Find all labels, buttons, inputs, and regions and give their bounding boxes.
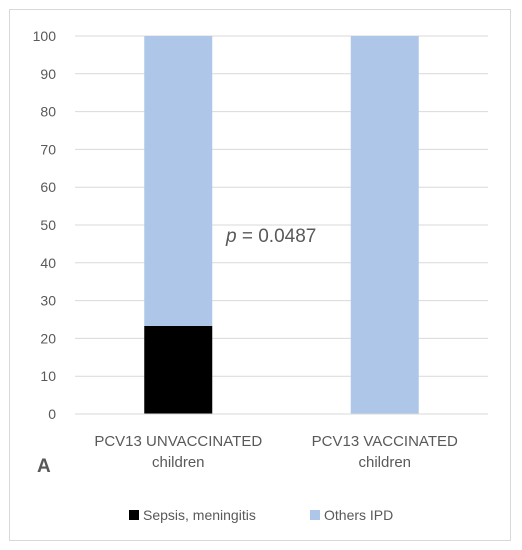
y-tick-label: 10	[40, 368, 56, 384]
category-labels: PCV13 UNVACCINATED children PCV13 VACCINAT…	[94, 433, 458, 471]
bars	[144, 36, 419, 414]
y-tick-label: 70	[40, 141, 56, 157]
y-tick-label: 30	[40, 293, 56, 309]
category-label: children	[152, 454, 205, 471]
y-tick-label: 80	[40, 104, 56, 120]
y-tick-label: 40	[40, 255, 56, 271]
y-tick-label: 90	[40, 66, 56, 82]
bar-segment	[350, 36, 419, 414]
p-value-annotation: p = 0.0487	[225, 226, 316, 247]
y-tick-label: 0	[48, 406, 56, 422]
y-tick-label: 100	[33, 28, 57, 44]
y-tick-label: 20	[40, 330, 56, 346]
legend: Sepsis, meningitis Others IPD	[129, 507, 393, 523]
category-label: PCV13 VACCINATED	[312, 433, 458, 450]
category-label: children	[358, 454, 411, 471]
y-axis-ticks: 0 10 20 30 40 50 60 70 80 90 100	[33, 28, 57, 422]
legend-swatch	[310, 510, 320, 520]
p-symbol: p	[225, 226, 237, 247]
gridlines	[75, 35, 488, 377]
bar-segment	[144, 36, 213, 326]
y-tick-label: 50	[40, 217, 56, 233]
category-label: PCV13 UNVACCINATED	[94, 433, 262, 450]
bar-segment	[144, 325, 213, 414]
legend-label: Others IPD	[324, 507, 393, 523]
legend-label: Sepsis, meningitis	[143, 507, 256, 523]
p-value-text: = 0.0487	[237, 226, 317, 247]
legend-swatch	[129, 510, 139, 520]
chart-frame	[9, 9, 511, 541]
y-tick-label: 60	[40, 179, 56, 195]
panel-label: A	[37, 456, 51, 477]
